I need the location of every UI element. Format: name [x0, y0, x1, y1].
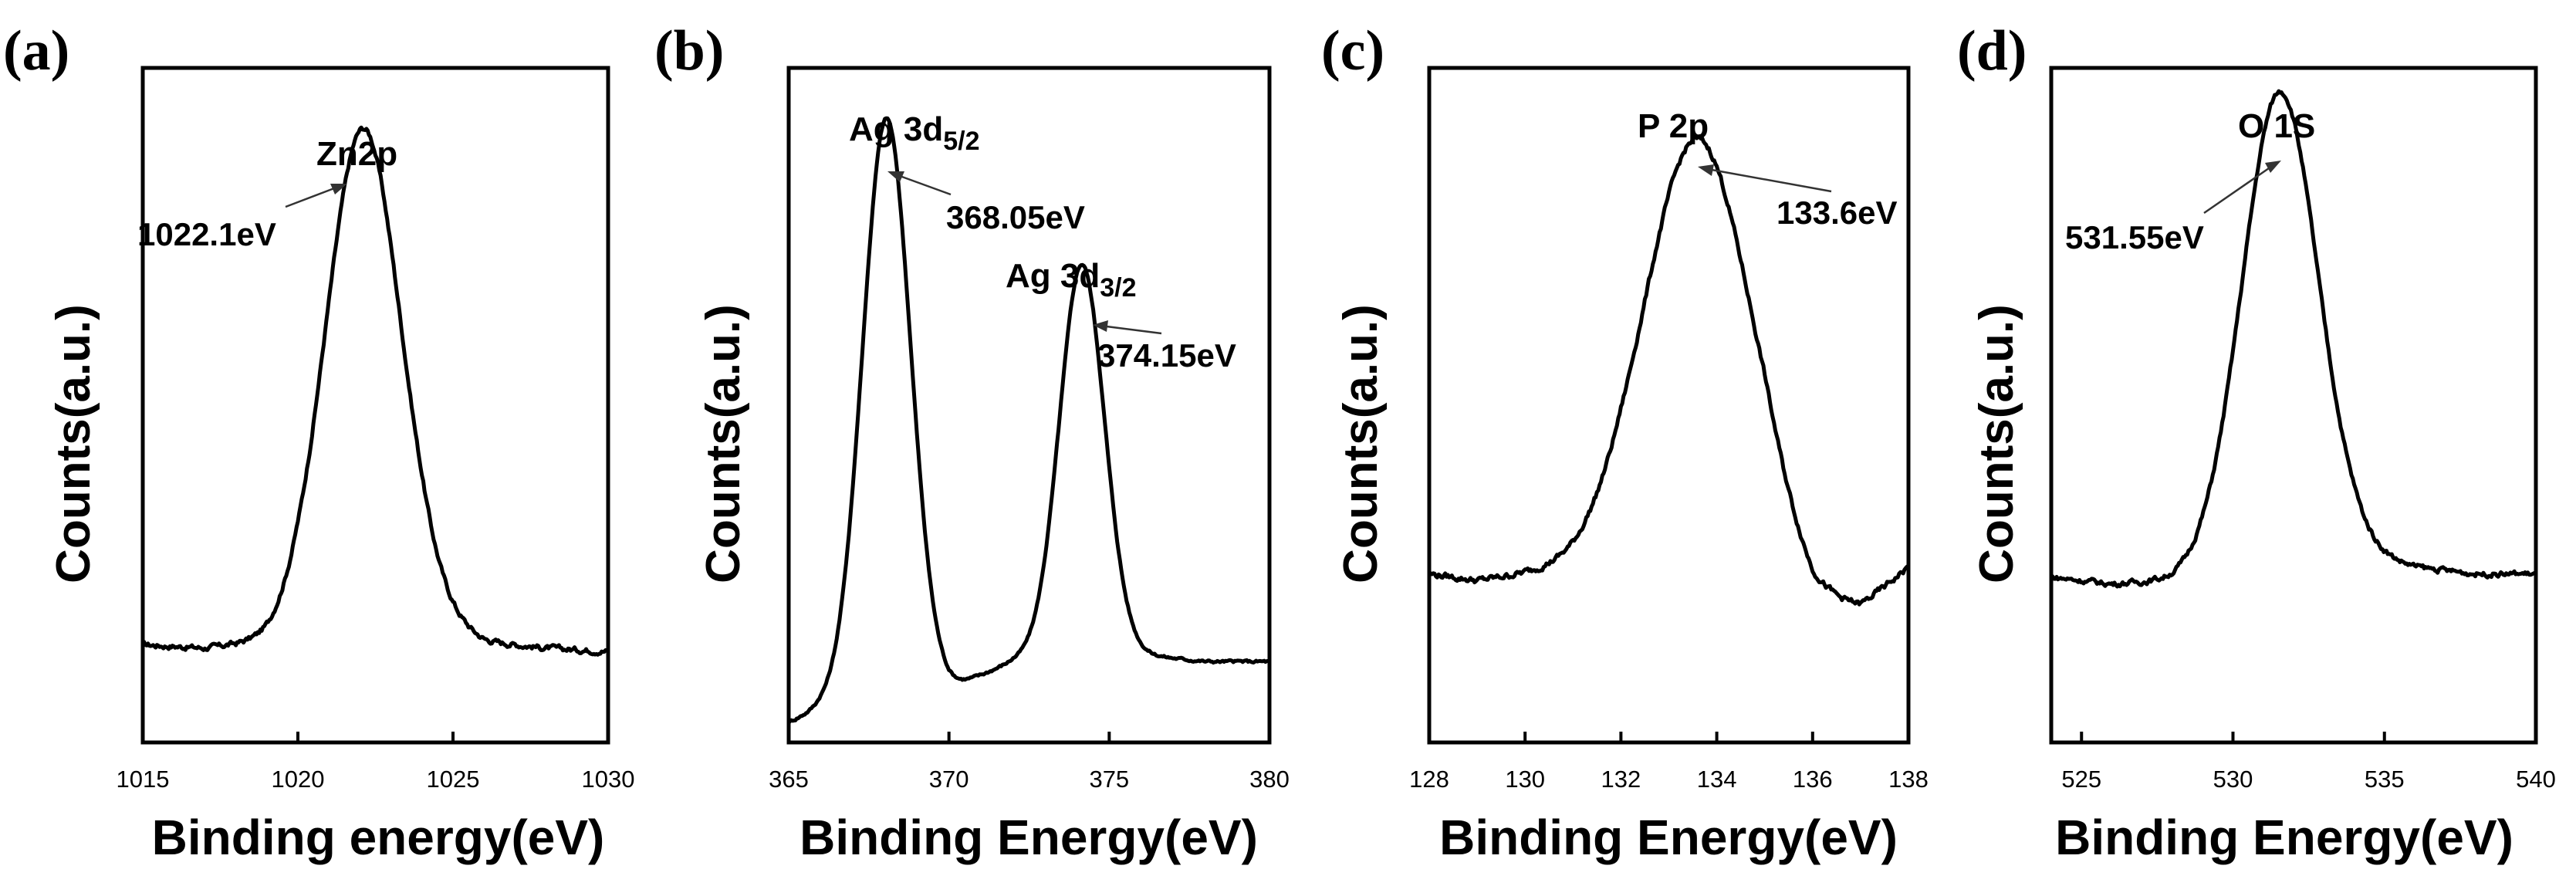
peak-label-o1s: O 1S [2238, 107, 2315, 145]
x-ticks-d: 525 530 535 540 [2061, 732, 2556, 793]
x-tick-label-b-1: 370 [929, 766, 969, 793]
x-tick-label-d-0: 525 [2061, 766, 2101, 793]
x-tick-label-c-3: 134 [1697, 766, 1737, 793]
y-axis-label-c: Counts(a.u.) [1334, 304, 1388, 583]
panel-b: (b) Counts(a.u.) 365 370 375 380 Binding… [654, 19, 1290, 865]
x-axis-label-c: Binding Energy(eV) [1439, 810, 1898, 865]
panel-label-d: (d) [1957, 19, 2027, 83]
arrow-head-o1s [2265, 161, 2281, 173]
x-ticks-c: 128 130 132 134 136 138 [1409, 732, 1929, 793]
spectrum-line-c [1428, 134, 1910, 607]
peak-annotation-ag3d32: Ag 3d3/2 374.15eV [1006, 257, 1236, 374]
arrow-head-zn2p [330, 184, 347, 194]
x-ticks-a: 1015 1020 1025 1030 [117, 732, 635, 793]
spectrum-line-a [141, 125, 610, 657]
x-tick-label-b-3: 380 [1249, 766, 1290, 793]
x-tick-label-d-3: 540 [2516, 766, 2556, 793]
peak-label-ag3d52: Ag 3d5/2 [849, 110, 980, 156]
x-tick-label-c-0: 128 [1409, 766, 1449, 793]
peak-label-zn2p: Zn2p [316, 135, 397, 173]
y-axis-label-a: Counts(a.u.) [47, 304, 100, 583]
plot-frame-a [140, 66, 610, 745]
peak-annotation-o1s: O 1S 531.55eV [2065, 107, 2315, 255]
x-axis-label-b: Binding Energy(eV) [800, 810, 1258, 865]
peak-annotation-ag3d52: Ag 3d5/2 368.05eV [849, 110, 1085, 235]
x-axis-label-a: Binding energy(eV) [152, 810, 605, 865]
arrow-head-p2p [1698, 164, 1714, 176]
panel-a: (a) Counts(a.u.) 1015 1020 1025 1030 Bin… [3, 19, 634, 865]
arrow-line-p2p [1711, 168, 1832, 193]
panel-label-b: (b) [654, 19, 724, 83]
plot-frame-b [786, 66, 1272, 745]
spectrum-line-d [2050, 89, 2537, 589]
x-tick-label-b-2: 375 [1089, 766, 1129, 793]
x-tick-label-c-5: 138 [1888, 766, 1929, 793]
arrow-head-ag3d52 [887, 171, 904, 182]
arrow-line-zn2p [285, 187, 335, 208]
panel-d: (d) Counts(a.u.) 525 530 535 540 Binding… [1957, 19, 2556, 865]
arrow-line-ag3d32 [1106, 325, 1162, 335]
peak-value-ag3d52: 368.05eV [946, 199, 1085, 235]
panel-label-c: (c) [1321, 19, 1384, 83]
plot-frame-d [2049, 66, 2538, 745]
peak-value-zn2p: 1022.1eV [137, 216, 276, 252]
x-tick-label-c-2: 132 [1601, 766, 1641, 793]
y-axis-label-d: Counts(a.u.) [1970, 304, 2023, 583]
arrow-line-ag3d52 [899, 174, 952, 196]
spectrum-line-b [787, 116, 1270, 725]
x-tick-label-a-2: 1025 [427, 766, 480, 793]
x-tick-label-a-3: 1030 [582, 766, 635, 793]
y-axis-label-b: Counts(a.u.) [697, 304, 750, 583]
x-tick-label-d-2: 535 [2365, 766, 2405, 793]
peak-annotation-p2p: P 2p 133.6eV [1638, 107, 1897, 231]
peak-value-ag3d32: 374.15eV [1097, 337, 1236, 374]
panel-c: (c) Counts(a.u.) 128 130 132 134 136 138… [1321, 19, 1929, 865]
peak-label-ag3d32-sub: 3/2 [1100, 273, 1136, 303]
x-tick-label-d-1: 530 [2213, 766, 2253, 793]
x-tick-label-a-1: 1020 [272, 766, 325, 793]
x-tick-label-c-1: 130 [1505, 766, 1545, 793]
peak-label-ag3d32: Ag 3d3/2 [1006, 257, 1137, 303]
peak-label-ag3d52-main: Ag 3d [849, 110, 943, 148]
x-tick-label-b-0: 365 [769, 766, 809, 793]
peak-label-p2p: P 2p [1638, 107, 1709, 145]
x-tick-label-c-4: 136 [1793, 766, 1833, 793]
peak-label-ag3d52-sub: 5/2 [943, 127, 979, 156]
peak-value-p2p: 133.6eV [1776, 194, 1897, 231]
peak-label-ag3d32-main: Ag 3d [1006, 257, 1100, 295]
x-ticks-b: 365 370 375 380 [769, 732, 1290, 793]
arrow-head-ag3d32 [1093, 320, 1108, 332]
peak-annotation-zn2p: Zn2p 1022.1eV [137, 135, 397, 252]
panel-label-a: (a) [3, 19, 69, 83]
arrow-line-o1s [2203, 167, 2270, 215]
x-tick-label-a-0: 1015 [117, 766, 170, 793]
x-axis-label-d: Binding Energy(eV) [2055, 810, 2513, 865]
peak-value-o1s: 531.55eV [2065, 219, 2204, 255]
plot-frame-c [1427, 66, 1911, 745]
